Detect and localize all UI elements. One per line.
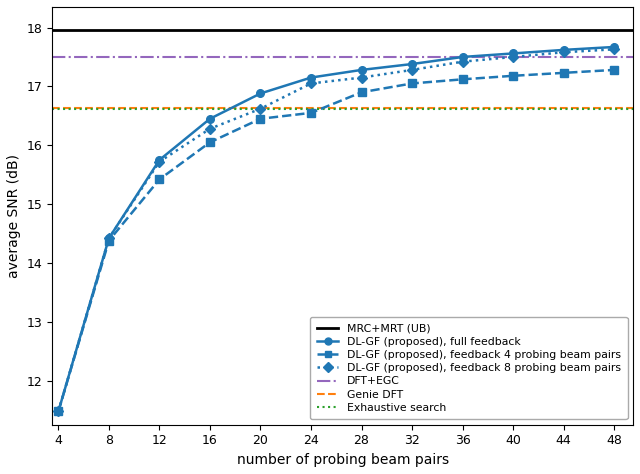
Y-axis label: average SNR (dB): average SNR (dB) bbox=[7, 154, 21, 278]
Legend: MRC+MRT (UB), DL-GF (proposed), full feedback, DL-GF (proposed), feedback 4 prob: MRC+MRT (UB), DL-GF (proposed), full fee… bbox=[310, 317, 628, 419]
X-axis label: number of probing beam pairs: number of probing beam pairs bbox=[237, 453, 449, 467]
